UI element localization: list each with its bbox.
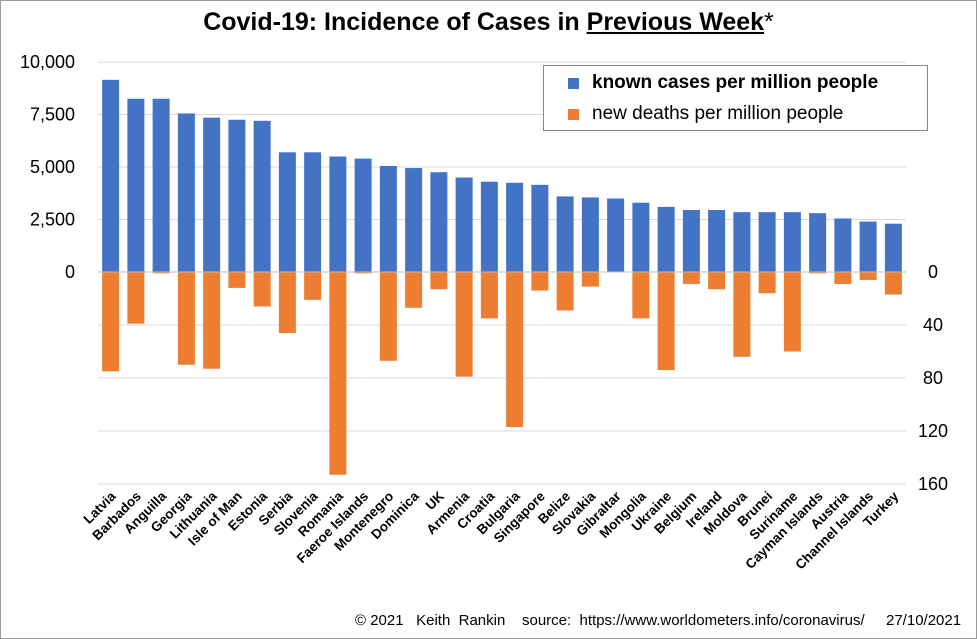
cases-bar bbox=[405, 168, 423, 272]
deaths-bar bbox=[430, 272, 448, 290]
title-suffix: * bbox=[764, 8, 774, 36]
cases-bar bbox=[379, 165, 397, 272]
deaths-bar bbox=[253, 272, 271, 307]
deaths-bar bbox=[480, 272, 498, 319]
cases-bar bbox=[203, 117, 221, 273]
cases-bar bbox=[455, 177, 473, 272]
left-axis-tick-label: 10,000 bbox=[20, 52, 75, 72]
deaths-bar bbox=[531, 272, 549, 291]
deaths-bar bbox=[506, 272, 524, 428]
cases-bar bbox=[657, 206, 675, 272]
cases-bar bbox=[758, 212, 776, 272]
deaths-bar bbox=[581, 272, 599, 287]
cases-bar bbox=[152, 98, 170, 272]
cases-bar bbox=[531, 184, 549, 272]
cases-bar bbox=[506, 182, 524, 272]
legend-item-cases: known cases per million people bbox=[568, 70, 878, 96]
legend-label-cases: known cases per million people bbox=[592, 72, 879, 93]
deaths-bar bbox=[859, 272, 877, 280]
deaths-bar bbox=[783, 272, 801, 352]
cases-bar bbox=[253, 120, 271, 272]
left-axis-tick-label: 0 bbox=[65, 262, 75, 282]
cases-bar bbox=[228, 119, 246, 272]
cases-bar bbox=[708, 210, 726, 272]
deaths-bar bbox=[405, 272, 423, 308]
cases-bar bbox=[354, 158, 372, 272]
cases-bar bbox=[480, 181, 498, 272]
deaths-bar bbox=[354, 272, 372, 274]
right-axis-tick-label: 120 bbox=[918, 421, 948, 441]
cases-bar bbox=[278, 152, 296, 272]
deaths-bar bbox=[152, 272, 170, 274]
right-axis-tick-label: 160 bbox=[918, 474, 948, 494]
cases-bar bbox=[682, 210, 700, 272]
right-axis-tick-label: 80 bbox=[923, 368, 943, 388]
cases-bar bbox=[733, 212, 751, 272]
deaths-bar bbox=[127, 272, 145, 324]
category-labels: LatviaBarbadosAnguillaGeorgiaLithuaniaIs… bbox=[81, 488, 902, 572]
deaths-bar bbox=[758, 272, 776, 294]
deaths-bar bbox=[884, 272, 902, 295]
cases-bar bbox=[607, 198, 625, 272]
cases-bar bbox=[581, 197, 599, 272]
title-prefix: Covid-19: Incidence of Cases in bbox=[203, 8, 587, 36]
deaths-bar bbox=[379, 272, 397, 361]
deaths-bar bbox=[304, 272, 322, 300]
cases-bar bbox=[859, 221, 877, 272]
cases-bar bbox=[632, 202, 650, 272]
left-axis-tick-label: 5,000 bbox=[30, 157, 75, 177]
cases-bar bbox=[884, 223, 902, 272]
deaths-bar bbox=[682, 272, 700, 284]
deaths-bar bbox=[177, 272, 195, 365]
deaths-bar bbox=[278, 272, 296, 333]
deaths-bar bbox=[102, 272, 120, 372]
footer-date: 27/10/2021 bbox=[886, 612, 962, 629]
title-underlined: Previous Week bbox=[586, 8, 765, 36]
right-axis-ticks: 0 40 80 120 160 bbox=[918, 262, 948, 494]
left-axis-ticks: 10,000 7,500 5,000 2,500 0 bbox=[20, 52, 75, 282]
legend-swatch-cases bbox=[568, 77, 579, 89]
bars bbox=[102, 79, 902, 475]
legend-swatch-deaths bbox=[568, 108, 579, 120]
deaths-bar bbox=[708, 272, 726, 290]
cases-bar bbox=[177, 113, 195, 272]
deaths-bar bbox=[228, 272, 246, 288]
deaths-bar bbox=[455, 272, 473, 377]
deaths-bar bbox=[329, 272, 347, 475]
cases-bar bbox=[809, 213, 827, 272]
cases-bar bbox=[127, 98, 145, 272]
legend-item-deaths: new deaths per million people bbox=[568, 101, 843, 127]
left-axis-tick-label: 7,500 bbox=[30, 105, 75, 125]
cases-bar bbox=[783, 212, 801, 272]
deaths-bar bbox=[733, 272, 751, 357]
legend-label-deaths: new deaths per million people bbox=[592, 103, 844, 124]
right-axis-tick-label: 0 bbox=[928, 262, 938, 282]
deaths-bar bbox=[834, 272, 852, 284]
deaths-bar bbox=[809, 272, 827, 274]
cases-bar bbox=[329, 156, 347, 272]
deaths-bar bbox=[556, 272, 574, 311]
cases-bar bbox=[304, 152, 322, 272]
cases-bar bbox=[834, 218, 852, 272]
legend: known cases per million people new death… bbox=[543, 65, 928, 131]
cases-bar bbox=[102, 79, 120, 272]
cases-bar bbox=[556, 196, 574, 272]
left-axis-tick-label: 2,500 bbox=[30, 210, 75, 230]
cases-bar bbox=[430, 172, 448, 272]
right-axis-tick-label: 40 bbox=[923, 315, 943, 335]
footer-copyright: © 2021 Keith Rankin bbox=[355, 612, 506, 629]
deaths-bar bbox=[203, 272, 221, 369]
deaths-bar bbox=[657, 272, 675, 371]
chart-title: Covid-19: Incidence of Cases in Previous… bbox=[0, 8, 977, 37]
footer-source: source: https://www.worldometers.info/co… bbox=[522, 612, 865, 629]
deaths-bar bbox=[632, 272, 650, 319]
